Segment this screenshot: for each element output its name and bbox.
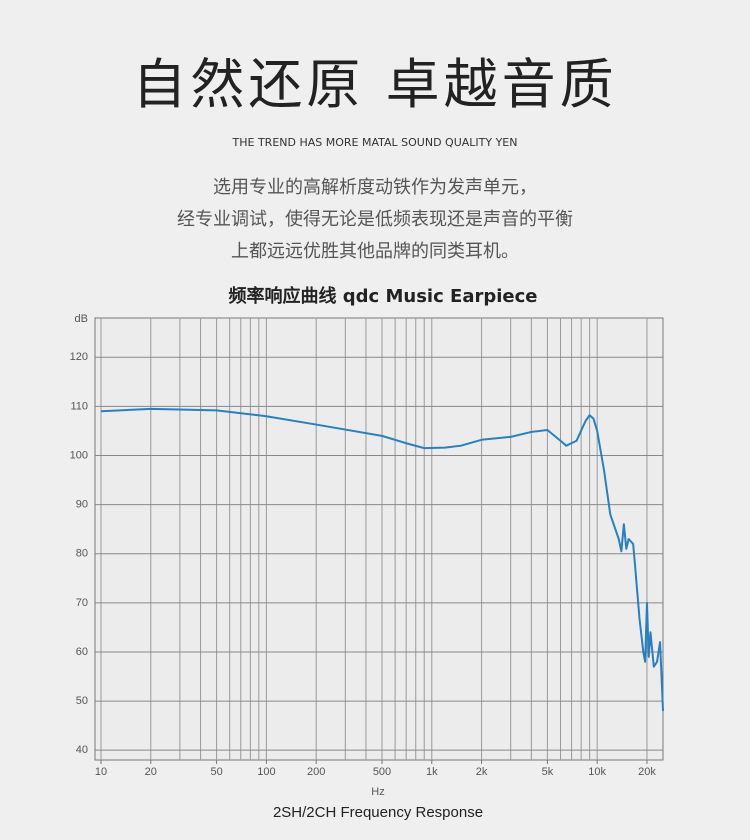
plot-area [94,317,664,761]
description-line: 上都远远优胜其他品牌的同类耳机。 [231,241,519,262]
y-tick-label: 60 [76,646,88,658]
x-tick-label: 20 [145,766,157,778]
y-axis-label: dB [75,313,88,325]
x-tick-label: 1k [426,766,438,778]
y-tick-label: 70 [76,597,88,609]
x-tick-label: 5k [542,766,554,778]
y-tick-label: 100 [70,449,88,461]
x-tick-label: 50 [210,766,222,778]
y-tick-label: 110 [70,400,88,412]
page-subtitle: THE TREND HAS MORE MATAL SOUND QUALITY Y… [232,136,518,149]
chart-title: 频率响应曲线 qdc Music Earpiece [229,285,538,307]
y-tick-label: 120 [70,351,88,363]
frequency-curve [100,407,664,711]
x-tick-label: 100 [257,766,275,778]
y-tick-label: 90 [76,499,88,511]
x-tick-label: 2k [476,766,488,778]
x-tick-label: 10k [588,766,606,778]
x-tick-label: 500 [373,766,391,778]
y-tick-label: 40 [76,744,88,756]
y-tick-label: 50 [76,695,88,707]
x-tick-label: 10 [95,766,107,778]
y-tick-label: 80 [76,548,88,560]
description-line: 选用专业的高解析度动铁作为发声单元， [213,177,537,198]
description-line: 经专业调试，使得无论是低频表现还是声音的平衡 [177,209,573,230]
x-tick-label: 200 [307,766,325,778]
x-tick-label: 20k [638,766,656,778]
page-title: 自然还原 卓越音质 [132,53,617,116]
chart-caption: 2SH/2CH Frequency Response [273,804,483,821]
x-axis-label: Hz [371,786,384,798]
